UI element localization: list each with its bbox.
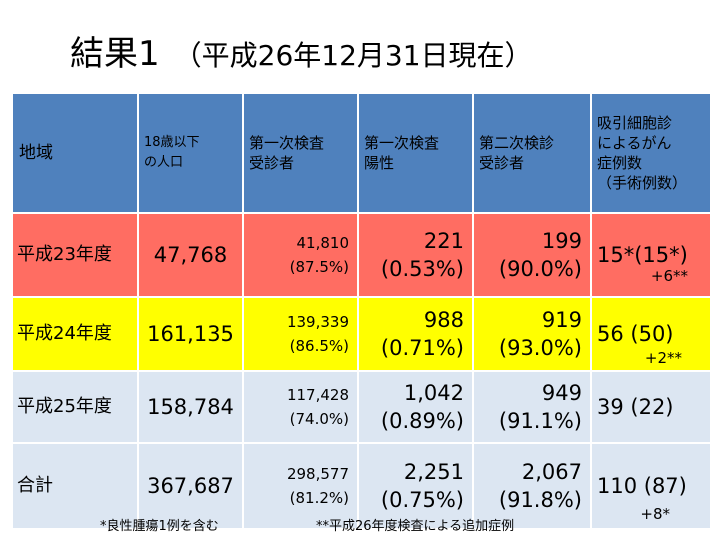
additional-cases: +8* [640, 505, 670, 523]
header-population: 18歳以下 の人口 [137, 92, 244, 214]
positive-cell: 221 (0.53%) [357, 212, 474, 298]
cases-cell: 56 (50) +2** [590, 296, 712, 372]
footnote-benign: *良性腫瘍1例を含む [100, 519, 219, 534]
row-label: 平成24年度 [11, 296, 139, 372]
first-exam-cell: 41,810 (87.5%) [242, 212, 359, 298]
additional-cases: +2** [644, 349, 682, 367]
header-region: 地域 [11, 92, 139, 214]
table-row: 平成23年度 47,768 41,810 (87.5%) 221 (0.53%) 1… [11, 212, 712, 298]
row-label: 平成23年度 [11, 212, 139, 298]
population-cell: 367,687 [137, 442, 244, 530]
population-cell: 47,768 [137, 212, 244, 298]
table-row: 平成24年度 161,135 139,339 (86.5%) 988 (0.71%)… [11, 296, 712, 372]
header-cases: 吸引細胞診 によるがん 症例数 （手術例数） [590, 92, 712, 214]
header-first-exam: 第一次検査 受診者 [242, 92, 359, 214]
footnote-additional: **平成26年度検査による追加症例 [316, 519, 515, 534]
slide-title: 結果1 （平成26年12月31日現在） [70, 26, 533, 75]
table-row: 平成25年度 158,784 117,428 (74.0%) 1,042 (0.89… [11, 370, 712, 444]
total-row: 合計 367,687 298,577 (81.2%) 2,251 (0.75%) 2… [11, 442, 712, 530]
first-exam-cell: 117,428 (74.0%) [242, 370, 359, 444]
header-first-positive: 第一次検査 陽性 [357, 92, 474, 214]
row-label: 平成25年度 [11, 370, 139, 444]
cases-cell: 15*(15*) +6** [590, 212, 712, 298]
first-exam-cell: 298,577 (81.2%) [242, 442, 359, 530]
title-main: 結果1 [70, 34, 160, 74]
second-exam-cell: 919 (93.0%) [472, 296, 592, 372]
second-exam-cell: 949 (91.1%) [472, 370, 592, 444]
population-cell: 161,135 [137, 296, 244, 372]
positive-cell: 988 (0.71%) [357, 296, 474, 372]
row-label: 合計 [11, 442, 139, 530]
header-second-exam: 第二次検診 受診者 [472, 92, 592, 214]
results-table: 地域 18歳以下 の人口 第一次検査 受診者 第一次検査 陽性 第二次検診 受診者 吸引… [11, 92, 712, 530]
header-row: 地域 18歳以下 の人口 第一次検査 受診者 第一次検査 陽性 第二次検診 受診者 吸引… [11, 92, 712, 214]
cases-cell: 110 (87) +8* [590, 442, 712, 530]
second-exam-cell: 199 (90.0%) [472, 212, 592, 298]
population-cell: 158,784 [137, 370, 244, 444]
cases-cell: 39 (22) [590, 370, 712, 444]
first-exam-cell: 139,339 (86.5%) [242, 296, 359, 372]
additional-cases: +6** [650, 267, 688, 285]
second-exam-cell: 2,067 (91.8%) [472, 442, 592, 530]
title-date: （平成26年12月31日現在） [173, 39, 533, 72]
positive-cell: 2,251 (0.75%) [357, 442, 474, 530]
positive-cell: 1,042 (0.89%) [357, 370, 474, 444]
